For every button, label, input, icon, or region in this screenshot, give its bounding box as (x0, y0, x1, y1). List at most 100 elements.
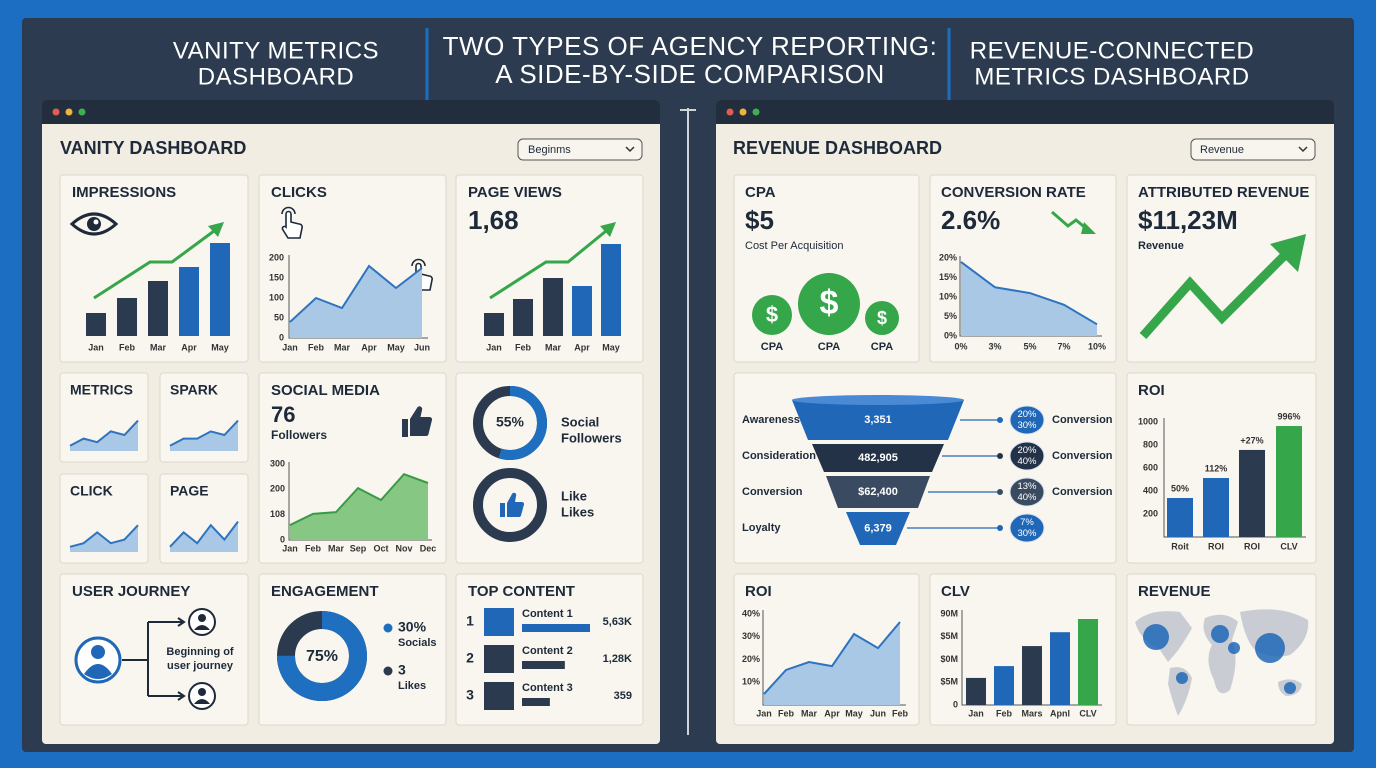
bar (1050, 632, 1070, 705)
legend-dot (383, 623, 393, 633)
line (960, 261, 1098, 326)
y-tick-label: 400 (1143, 485, 1158, 495)
bar (210, 243, 230, 336)
line (69, 419, 139, 447)
y-tick-label: 800 (1143, 439, 1158, 449)
stage-value: 482,905 (858, 452, 898, 464)
donut-text: Likes (561, 504, 594, 519)
header-center: TWO TYPES OF AGENCY REPORTING: (443, 31, 938, 61)
bar (1276, 426, 1302, 537)
line (763, 621, 901, 695)
x-tick-label: Feb (305, 543, 322, 553)
x-tick-label: Dec (420, 543, 437, 553)
y-tick-label: 100 (269, 292, 284, 302)
stage-value: $62,400 (858, 486, 898, 498)
rank: 1 (466, 613, 474, 629)
content-name: Content 2 (522, 645, 573, 657)
content-value: 1,28K (603, 653, 632, 665)
x-tick-label: Apr (574, 342, 590, 352)
y-tick-label: 90M (940, 608, 958, 618)
bar (148, 281, 168, 336)
metric-subtitle: Cost Per Acquisition (745, 240, 843, 252)
y-tick-label: 150 (269, 272, 284, 282)
bar (543, 278, 563, 336)
thumbnail (484, 608, 514, 636)
funnel-layer (812, 444, 944, 472)
x-tick-label: Feb (119, 342, 136, 352)
bar (522, 661, 565, 669)
rate: 40% (1017, 456, 1037, 467)
metric-value: 2.6% (941, 205, 1000, 235)
card-title: ROI (745, 583, 772, 600)
donut-label: 55% (496, 414, 525, 430)
x-tick-label: ROI (1244, 541, 1260, 551)
value-label: 996% (1277, 411, 1300, 421)
bar (117, 298, 137, 336)
donut-text: Like (561, 488, 587, 503)
card-title: PAGE (170, 483, 209, 499)
card-title: ROI (1138, 382, 1165, 399)
x-tick-label: Jun (870, 708, 886, 718)
line (289, 472, 429, 526)
content-value: 5,63K (603, 616, 632, 628)
funnel-layer (792, 400, 964, 440)
funnel-top (792, 395, 964, 405)
x-tick-label: Roit (1171, 541, 1189, 551)
dropdown-label[interactable]: Revenue (1200, 144, 1244, 156)
y-tick-label: 1000 (1138, 416, 1158, 426)
y-tick-label: 0 (280, 534, 285, 544)
area (961, 261, 1097, 336)
bar (1239, 449, 1265, 537)
card-title: TOP CONTENT (468, 583, 575, 600)
bar (994, 666, 1014, 705)
rate: 7% (1020, 517, 1034, 528)
thumbnail (484, 682, 514, 710)
x-tick-label: 3% (988, 341, 1001, 351)
area (70, 420, 138, 451)
y-tick-label: 15% (939, 272, 957, 282)
x-tick-label: May (211, 342, 229, 352)
x-tick-label: May (602, 342, 620, 352)
legend-value: 3 (398, 662, 406, 678)
y-tick-label: 5% (944, 311, 957, 321)
stage-value: 3,351 (864, 414, 892, 426)
bar (513, 299, 533, 336)
y-tick-label: $0M (940, 654, 958, 664)
header-left: VANITY METRICS (173, 37, 379, 64)
x-tick-label: 5% (1023, 341, 1036, 351)
funnel-layer (826, 476, 930, 508)
x-tick-label: Apr (181, 342, 197, 352)
dropdown[interactable] (517, 138, 643, 161)
content-name: Content 1 (522, 608, 573, 620)
y-tick-label: 200 (269, 252, 284, 262)
card-title: REVENUE (1138, 583, 1211, 600)
rate-pill (1009, 405, 1045, 435)
bar (572, 286, 592, 336)
card-title: CPA (745, 184, 776, 201)
stage-name: Consideration (742, 450, 816, 462)
x-tick-label: Mar (150, 342, 167, 352)
line (169, 419, 239, 447)
card-title: CLICK (70, 483, 113, 499)
x-tick-label: Mar (328, 543, 345, 553)
bar (601, 244, 621, 336)
x-tick-label: Apr (824, 708, 840, 718)
header-center: A SIDE-BY-SIDE COMPARISON (495, 59, 885, 89)
x-tick-label: Feb (515, 342, 532, 352)
x-tick-label: Jan (88, 342, 104, 352)
svg-text:$: $ (877, 308, 887, 328)
line (289, 264, 423, 323)
x-tick-label: Feb (778, 708, 795, 718)
rate: 30% (1017, 420, 1037, 431)
rate-pill (1009, 441, 1045, 471)
value-label: +27% (1240, 435, 1263, 445)
line (69, 524, 139, 548)
x-tick-label: Mar (334, 342, 351, 352)
connector-dot (997, 453, 1003, 459)
content-name: Content 3 (522, 682, 573, 694)
dropdown-label[interactable]: Beginms (528, 144, 571, 156)
dropdown[interactable] (1190, 138, 1316, 161)
y-tick-label: 600 (1143, 462, 1158, 472)
x-tick-label: Sep (350, 543, 367, 553)
